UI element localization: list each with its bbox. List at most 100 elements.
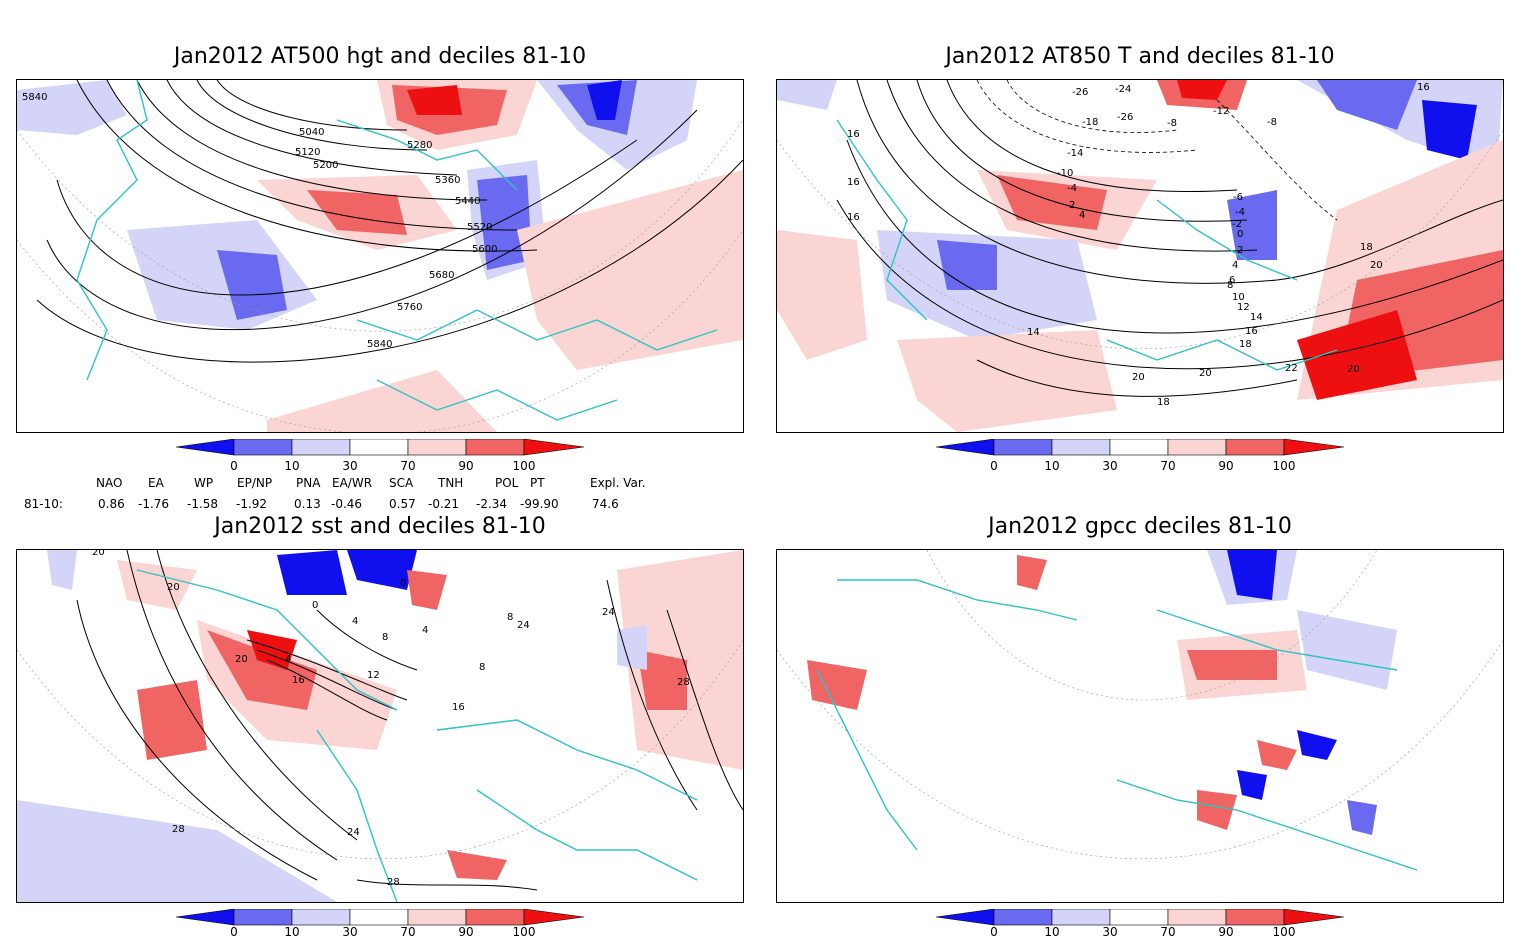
contour-label: 8 — [1227, 280, 1233, 291]
t850-red-anomaly — [897, 330, 1117, 432]
contour-label: 8 — [382, 632, 388, 643]
contour-label: 20 — [1199, 368, 1212, 379]
t850-red-anomaly — [777, 230, 867, 360]
contour-label: 5360 — [435, 175, 460, 186]
cb-segment-2 — [291, 438, 351, 456]
contour-label: -4 — [1235, 207, 1245, 218]
contour-label: 0 — [400, 578, 406, 589]
contour-label: 6 — [1229, 275, 1235, 286]
index-value: -0.21 — [428, 497, 460, 511]
cb-tick: 0 — [230, 459, 238, 473]
contour-label: 28 — [677, 677, 690, 688]
hgt-graticule — [17, 119, 743, 432]
gpcc-blue-anomaly-peak — [1227, 550, 1277, 600]
cb-segment-0 — [935, 438, 995, 456]
cb-tick: 90 — [1218, 459, 1234, 473]
contour-label: 4 — [1079, 210, 1085, 221]
t850-blue-anomaly-core — [937, 240, 997, 290]
cb-segment-5 — [465, 438, 525, 456]
contour-label: 16 — [1417, 82, 1430, 93]
contour-label: 5280 — [407, 140, 432, 151]
t850-blue-anomaly-peak — [1422, 100, 1477, 160]
cb-segment-2 — [1051, 908, 1111, 926]
contour-label: 4 — [422, 625, 428, 636]
cb-tick: 70 — [1160, 459, 1176, 473]
contour-label: -14 — [1067, 148, 1083, 159]
contour-label: 2 — [1237, 245, 1243, 256]
panel-title-gpcc: Jan2012 gpcc deciles 81-10 — [988, 514, 1292, 539]
hgt-blue-anomaly-peak — [587, 80, 622, 120]
t850-blue-anomaly-core — [1317, 80, 1417, 130]
contour-label: 20 — [1370, 260, 1383, 271]
sst-red-anomaly — [117, 560, 197, 610]
cb-segment-1 — [993, 438, 1053, 456]
cb-segment-5 — [1225, 438, 1285, 456]
contour-label: 28 — [387, 877, 400, 888]
contour-label: 24 — [347, 827, 360, 838]
cb-segment-4 — [407, 908, 467, 926]
cb-tick: 70 — [400, 459, 416, 473]
cb-tick: 100 — [512, 459, 536, 473]
contour-label: 14 — [1250, 312, 1263, 323]
contour-label: 5840 — [367, 339, 392, 350]
contour-label: 20 — [235, 654, 248, 665]
cb-segment-3 — [1109, 438, 1169, 456]
index-header: PT — [530, 476, 545, 490]
sst-blue-anomaly-peak — [277, 550, 347, 595]
index-header: EP/NP — [237, 476, 273, 490]
contour-label: -2 — [1232, 219, 1242, 230]
cb-tick: 30 — [342, 459, 358, 473]
t850-red-anomaly-core — [997, 175, 1107, 230]
cb-segment-6 — [523, 908, 585, 926]
contour-label: 5600 — [472, 244, 497, 255]
cb-segment-3 — [1109, 908, 1169, 926]
contour-label: 0 — [1237, 229, 1243, 240]
colorbar-swatches — [935, 438, 1345, 456]
contour-label: 4 — [285, 654, 291, 665]
cb-segment-0 — [935, 908, 995, 926]
index-value: 74.6 — [592, 497, 619, 511]
cb-tick: 10 — [284, 459, 300, 473]
colorbar-swatches — [935, 908, 1345, 926]
contour-label: 16 — [452, 702, 465, 713]
hgt-red-anomaly-peak — [407, 85, 462, 115]
gpcc-blue-anomaly — [1347, 800, 1377, 835]
cb-segment-6 — [523, 438, 585, 456]
index-header: EA — [148, 476, 164, 490]
cb-tick: 100 — [512, 925, 536, 939]
contour-label: 12 — [367, 670, 380, 681]
map-panel-t850: -26 -24 -18 -26 -14 -10 -8 -12 -8 -4 2 4… — [776, 79, 1504, 433]
contour-label: 18 — [1157, 397, 1170, 408]
contour-label: 12 — [1237, 302, 1250, 313]
map-panel-hgt: 5840 5040 5120 5200 5280 5360 5440 5520 … — [16, 79, 744, 433]
gpcc-red-anomaly-core — [1257, 740, 1297, 770]
t850-shading — [777, 80, 1503, 432]
hgt-blue-anomaly — [127, 220, 317, 330]
cb-segment-1 — [233, 908, 293, 926]
contour-label: 4 — [1232, 260, 1238, 271]
contour-label: 20 — [1132, 372, 1145, 383]
hgt-blue-anomaly — [17, 80, 127, 135]
gpcc-graticule — [777, 550, 1503, 859]
cb-segment-0 — [175, 908, 235, 926]
t850-blue-anomaly-core — [1227, 190, 1277, 260]
t850-red-anomaly-peak — [1177, 80, 1227, 100]
index-value: 0.13 — [294, 497, 321, 511]
contour-label: 14 — [1027, 327, 1040, 338]
sst-shading — [17, 550, 743, 902]
colorbar-swatches — [175, 438, 585, 456]
cb-segment-0 — [175, 438, 235, 456]
gpcc-red-anomaly-core — [1187, 650, 1277, 680]
index-header: EA/WR — [332, 476, 373, 490]
sst-red-anomaly-core — [407, 570, 447, 610]
map-hgt-svg: 5840 5040 5120 5200 5280 5360 5440 5520 … — [17, 80, 743, 432]
sst-contours — [76, 550, 743, 891]
map-sst-svg: 20 20 24 28 0 4 8 12 16 20 4 0 8 16 4 24… — [17, 550, 743, 902]
cb-tick: 90 — [458, 925, 474, 939]
cb-tick: 10 — [284, 925, 300, 939]
gpcc-shading — [807, 550, 1397, 835]
cb-tick: 0 — [990, 925, 998, 939]
gpcc-red-anomaly — [1017, 555, 1047, 590]
index-header: PNA — [296, 476, 321, 490]
panel-title-hgt: Jan2012 AT500 hgt and deciles 81-10 — [173, 44, 587, 69]
